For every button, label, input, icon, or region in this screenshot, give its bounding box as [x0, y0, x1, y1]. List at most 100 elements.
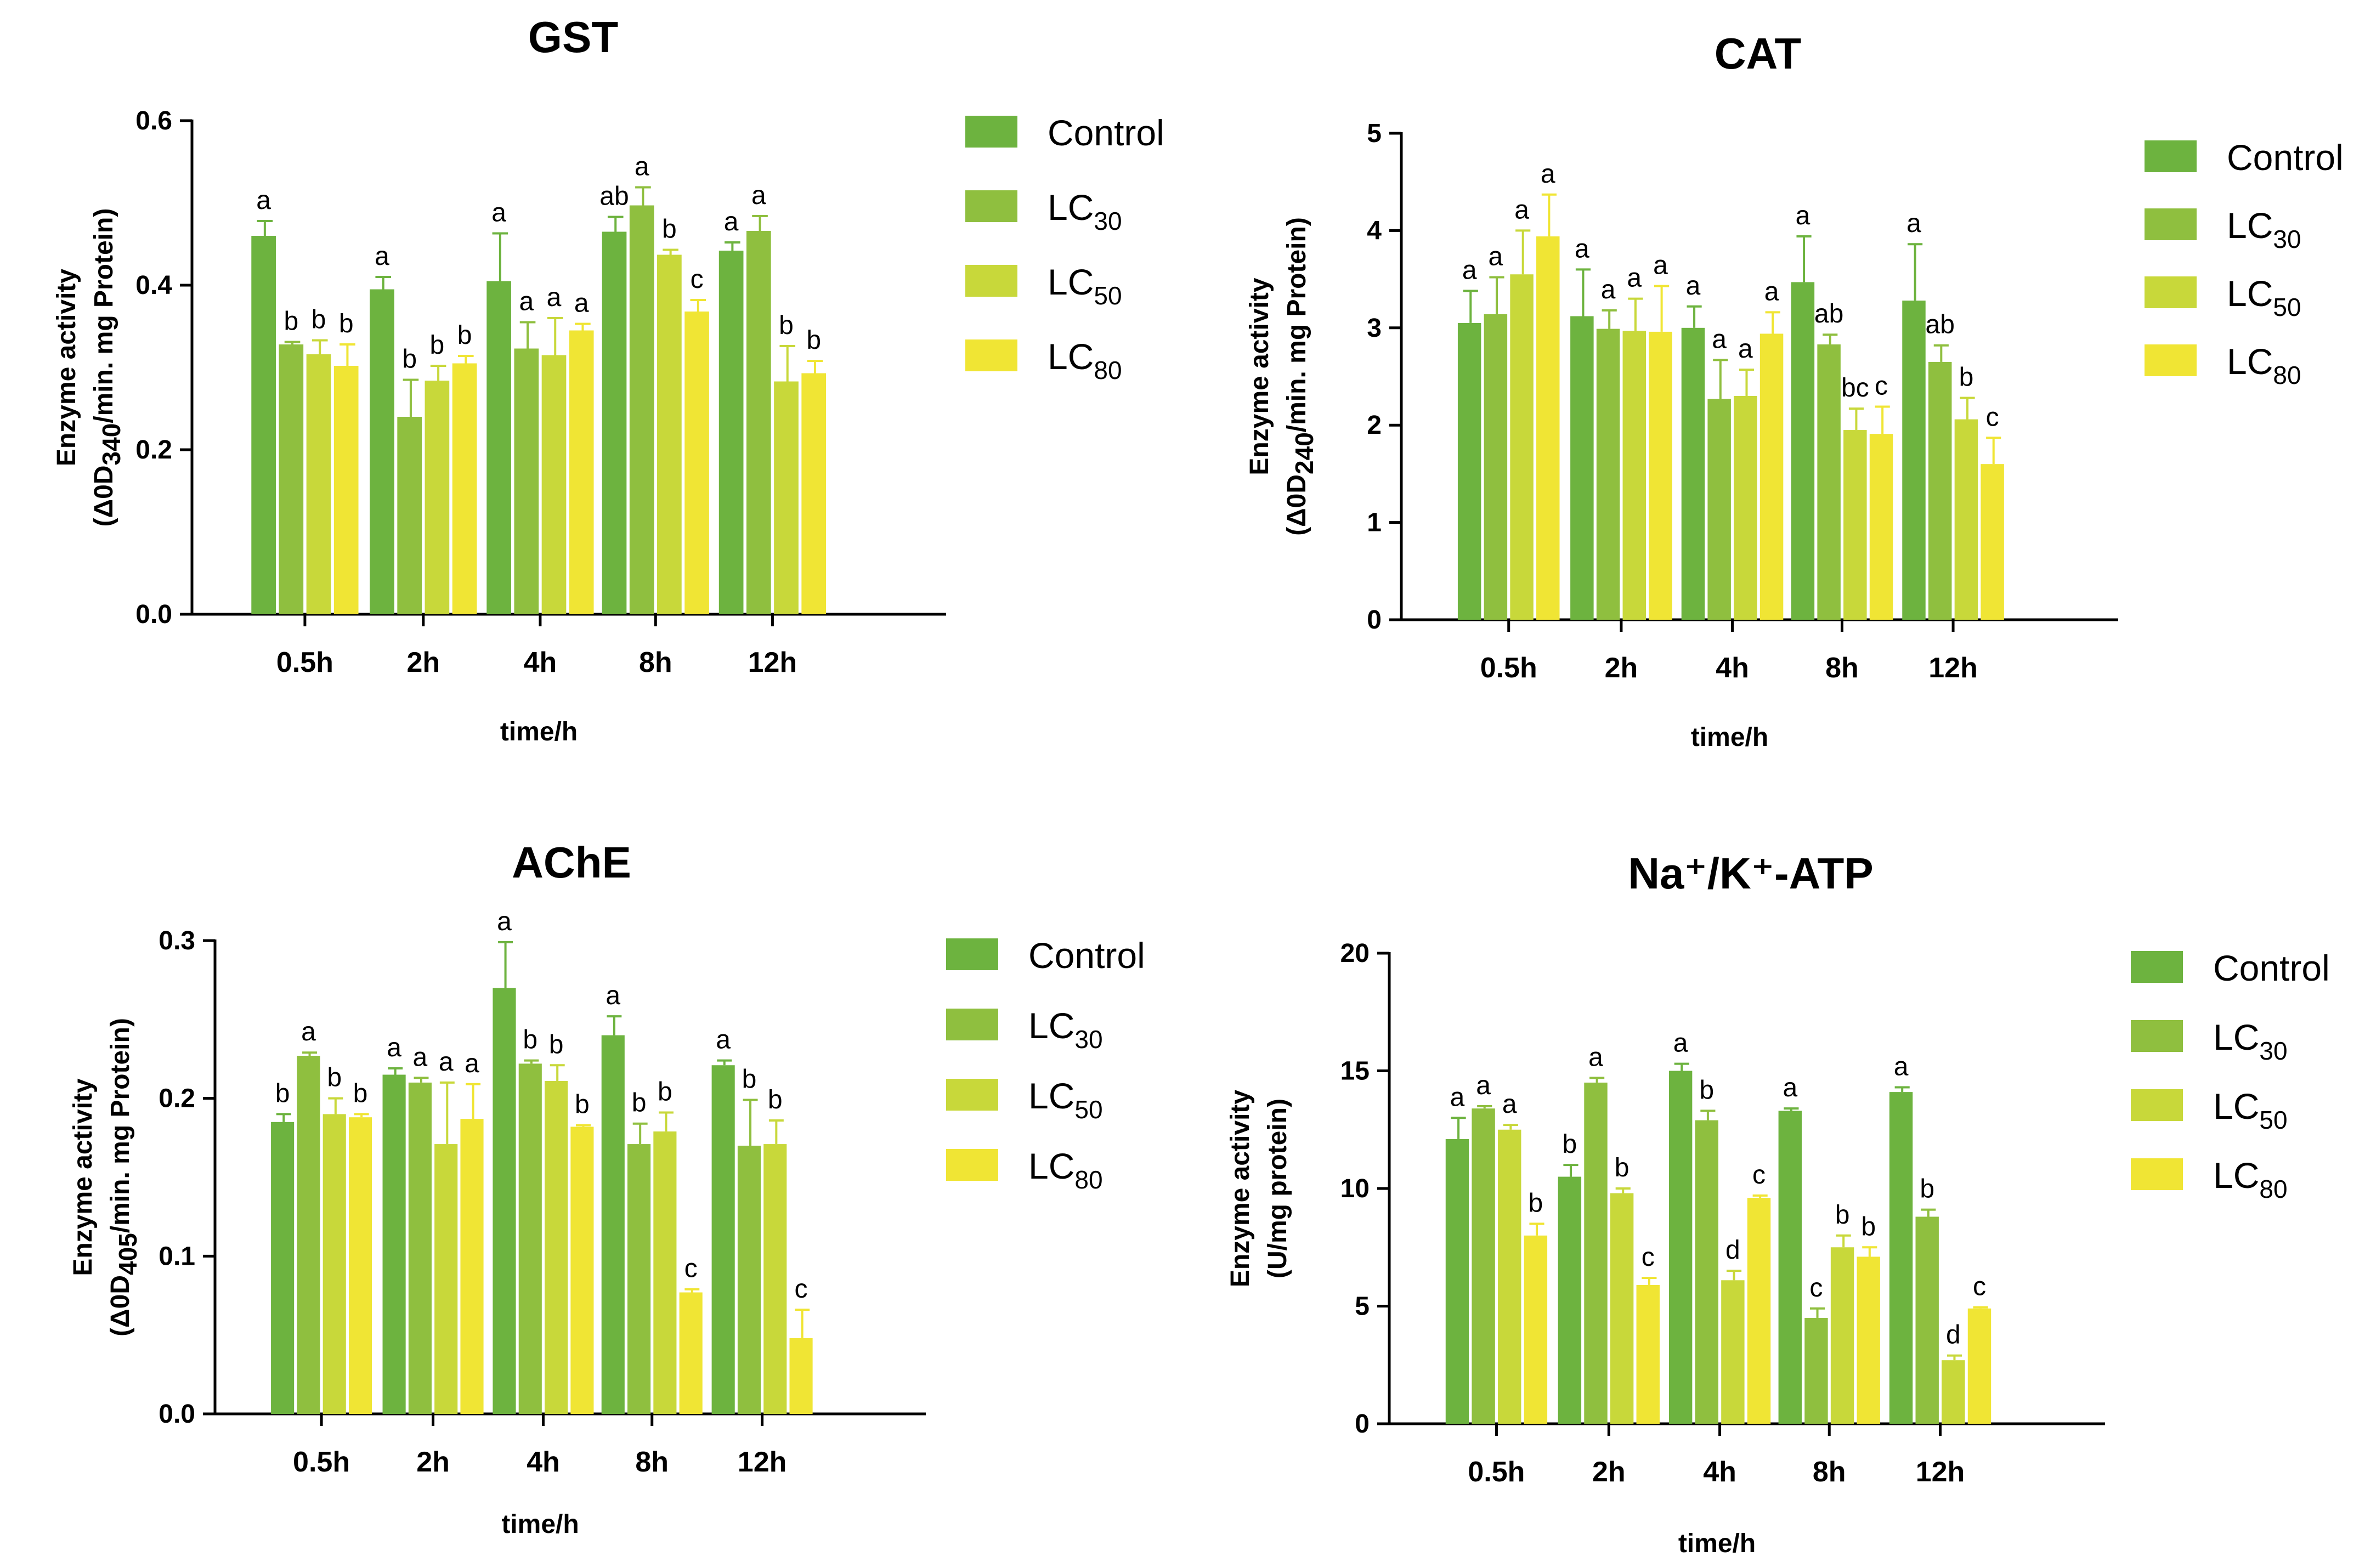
y-axis-label-line2: (Δ0D340/min. mg Protein): [89, 208, 126, 527]
bar-LC30-8h: [1804, 1317, 1828, 1424]
significance-letter: b: [284, 307, 298, 336]
x-tick-label: 8h: [639, 647, 672, 678]
legend-swatch-LC50: [2145, 276, 2197, 308]
significance-letter: b: [768, 1085, 783, 1114]
bar-LC30-0.5h: [1472, 1108, 1495, 1424]
significance-letter: b: [312, 305, 326, 335]
y-tick-label: 5: [1367, 119, 1382, 148]
chart-title: CAT: [1715, 29, 1802, 78]
legend-swatch-LC50: [946, 1079, 998, 1111]
significance-letter: a: [751, 181, 766, 210]
bar-LC50-12h: [774, 381, 799, 614]
significance-letter: c: [1642, 1243, 1655, 1272]
x-tick-label: 8h: [635, 1446, 669, 1478]
significance-letter: b: [1861, 1212, 1876, 1241]
bar-Control-12h: [1889, 1092, 1913, 1424]
bar-Control-8h: [601, 1035, 625, 1414]
bar-LC80-4h: [570, 1127, 594, 1414]
legend-swatch-LC30: [965, 190, 1017, 222]
bar-LC30-12h: [737, 1145, 761, 1414]
bar-Control-2h: [382, 1074, 406, 1414]
significance-letter: d: [1946, 1321, 1961, 1350]
bar-LC30-4h: [1707, 399, 1731, 620]
bar-LC50-12h: [1954, 419, 1978, 620]
significance-letter: b: [1835, 1201, 1850, 1230]
bar-LC80-0.5h: [333, 366, 359, 614]
chart-title: AChE: [512, 838, 631, 887]
significance-letter: ab: [1814, 299, 1843, 329]
x-tick-label: 4h: [527, 1446, 560, 1478]
legend-label-Control: Control: [2213, 948, 2330, 988]
x-tick-label: 8h: [1813, 1456, 1846, 1488]
significance-letter: a: [724, 207, 739, 236]
significance-letter: a: [635, 152, 649, 182]
significance-letter: ab: [1926, 310, 1955, 339]
bar-Control-0.5h: [251, 236, 276, 614]
y-axis-label: Enzyme activity (Δ0D405/min. mg Protein): [69, 1018, 142, 1337]
significance-letter: b: [742, 1065, 757, 1094]
bar-LC30-4h: [1695, 1120, 1718, 1424]
bar-LC50-2h: [434, 1144, 458, 1414]
y-tick-label: 2: [1367, 411, 1382, 440]
legend-swatch-LC80: [2145, 344, 2197, 376]
significance-letter: c: [1986, 403, 1999, 432]
y-tick-label: 0.3: [159, 926, 195, 955]
significance-letter: a: [716, 1026, 731, 1055]
legend-swatch-Control: [2145, 140, 2197, 172]
significance-letter: c: [1973, 1272, 1986, 1301]
bar-LC30-8h: [627, 1144, 651, 1414]
significance-letter: a: [465, 1049, 479, 1078]
significance-letter: a: [301, 1017, 316, 1046]
bar-LC30-12h: [746, 231, 771, 614]
bar-LC80-12h: [789, 1338, 813, 1414]
x-axis-label: time/h: [501, 1510, 579, 1539]
y-tick-label: 20: [1340, 939, 1370, 968]
significance-letter: a: [1502, 1090, 1517, 1119]
bar-LC50-8h: [653, 1131, 677, 1414]
bar-Control-2h: [370, 289, 394, 614]
legend-label-Control: Control: [1028, 935, 1145, 976]
y-axis-label: Enzyme activity (U/mg protein): [1226, 1090, 1292, 1287]
bar-LC50-8h: [1830, 1247, 1854, 1424]
bar-LC80-8h: [1857, 1256, 1880, 1424]
bar-Control-12h: [718, 251, 744, 614]
bar-LC50-12h: [763, 1144, 787, 1414]
significance-letter: a: [497, 907, 512, 936]
bar-LC30-0.5h: [1484, 314, 1508, 620]
bar-Control-4h: [486, 281, 511, 614]
bar-Control-12h: [711, 1065, 735, 1414]
y-axis-label-line2: (Δ0D240/min. mg Protein): [1282, 217, 1319, 536]
bar-Control-4h: [1681, 327, 1705, 620]
y-axis-label-line2: (U/mg protein): [1263, 1099, 1292, 1278]
y-tick-label: 0: [1367, 605, 1382, 635]
significance-letter: a: [387, 1033, 401, 1062]
legend-label-LC80: LC80: [2213, 1155, 2288, 1203]
significance-letter: a: [1476, 1071, 1491, 1100]
bar-LC50-0.5h: [322, 1114, 346, 1414]
x-tick-label: 2h: [416, 1446, 450, 1478]
y-tick-label: 0.2: [159, 1084, 195, 1113]
x-tick-label: 12h: [738, 1446, 787, 1478]
significance-letter: b: [1920, 1175, 1934, 1204]
y-axis-label: Enzyme activity (Δ0D240/min. mg Protein): [1245, 217, 1319, 536]
significance-letter: a: [1738, 335, 1753, 364]
y-tick-label: 0.1: [159, 1242, 195, 1271]
bar-LC80-8h: [684, 312, 709, 614]
y-tick-label: 4: [1367, 216, 1382, 245]
bar-Control-2h: [1558, 1176, 1582, 1424]
legend-label-LC80: LC80: [1028, 1146, 1103, 1194]
bar-LC80-2h: [460, 1119, 484, 1414]
significance-letter: b: [779, 311, 794, 340]
legend-swatch-Control: [965, 116, 1017, 148]
bar-Control-12h: [1902, 301, 1926, 620]
bar-LC50-4h: [545, 1081, 568, 1414]
chart-title: Na⁺/K⁺-ATP: [1628, 849, 1873, 898]
y-tick-label: 3: [1367, 314, 1382, 343]
bar-LC50-4h: [1734, 395, 1757, 620]
bar-LC50-12h: [1942, 1360, 1965, 1424]
legend-swatch-Control: [946, 938, 998, 970]
significance-letter: c: [1752, 1161, 1766, 1190]
